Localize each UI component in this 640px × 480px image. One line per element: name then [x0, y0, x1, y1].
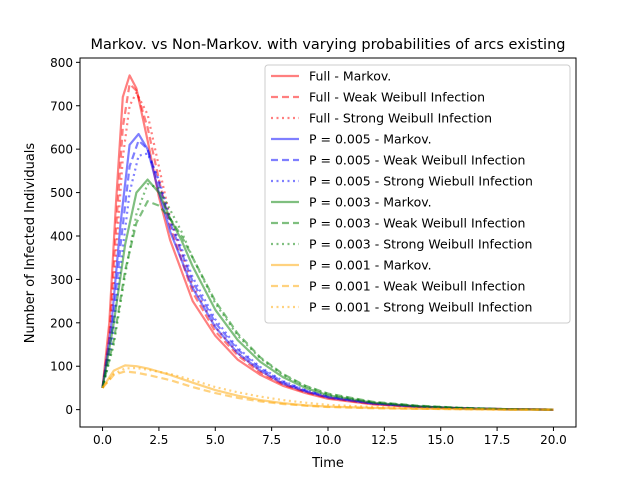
series-line-2 — [101, 82, 554, 411]
y-tick-label: 300 — [50, 273, 73, 287]
plot-lines — [101, 74, 554, 411]
legend-label: P = 0.005 - Strong Wiebull Infection — [309, 174, 533, 189]
y-tick-label: 0 — [65, 403, 73, 417]
y-axis: 0 100 200 300 400 500 600 700 800 — [50, 56, 80, 417]
x-tick-label: 12.5 — [371, 433, 398, 447]
series-line-7 — [101, 178, 554, 411]
x-tick-label: 10.0 — [315, 433, 342, 447]
x-tick-label: 0.0 — [93, 433, 112, 447]
x-tick-label: 17.5 — [484, 433, 511, 447]
legend-label: Full - Strong Weibull Infection — [309, 111, 492, 126]
y-tick-label: 200 — [50, 316, 73, 330]
y-tick-label: 500 — [50, 186, 73, 200]
legend-label: P = 0.003 - Weak Weibull Infection — [309, 216, 525, 231]
legend-label: P = 0.005 - Weak Weibull Infection — [309, 153, 525, 168]
x-tick-label: 2.5 — [149, 433, 168, 447]
series-line-8 — [101, 200, 554, 411]
x-tick-label: 15.0 — [427, 433, 454, 447]
y-tick-label: 700 — [50, 99, 73, 113]
legend-label: P = 0.003 - Strong Weibull Infection — [309, 237, 532, 252]
series-line-9 — [101, 182, 554, 411]
x-axis-label: Time — [311, 456, 344, 471]
legend-box — [264, 64, 571, 324]
legend-label: P = 0.001 - Weak Weibull Infection — [309, 279, 525, 294]
y-axis-label: Number of Infected Individuals — [23, 143, 38, 344]
x-tick-label: 5.0 — [206, 433, 225, 447]
legend-label: P = 0.003 - Markov. — [309, 195, 432, 210]
y-tick-label: 100 — [50, 360, 73, 374]
y-tick-label: 600 — [50, 143, 73, 157]
x-axis: 0.0 2.5 5.0 7.5 10.0 12.5 15.0 17.5 20.0 — [93, 427, 567, 447]
x-tick-label: 20.0 — [540, 433, 567, 447]
legend-label: Full - Markov. — [309, 69, 391, 84]
legend: Full - Markov. Full - Weak Weibull Infect… — [264, 64, 571, 324]
legend-label: P = 0.005 - Markov. — [309, 132, 432, 147]
y-tick-label: 800 — [50, 56, 73, 70]
legend-label: Full - Weak Weibull Infection — [309, 90, 485, 105]
chart-title: Markov. vs Non-Markov. with varying prob… — [91, 37, 566, 53]
legend-label: P = 0.001 - Markov. — [309, 258, 432, 273]
y-tick-label: 400 — [50, 229, 73, 243]
series-line-10 — [101, 364, 554, 411]
legend-label: P = 0.001 - Strong Weibull Infection — [309, 300, 532, 315]
x-tick-label: 7.5 — [262, 433, 281, 447]
series-line-6 — [101, 152, 554, 411]
series-line-12 — [101, 366, 554, 411]
series-line-11 — [101, 370, 554, 411]
